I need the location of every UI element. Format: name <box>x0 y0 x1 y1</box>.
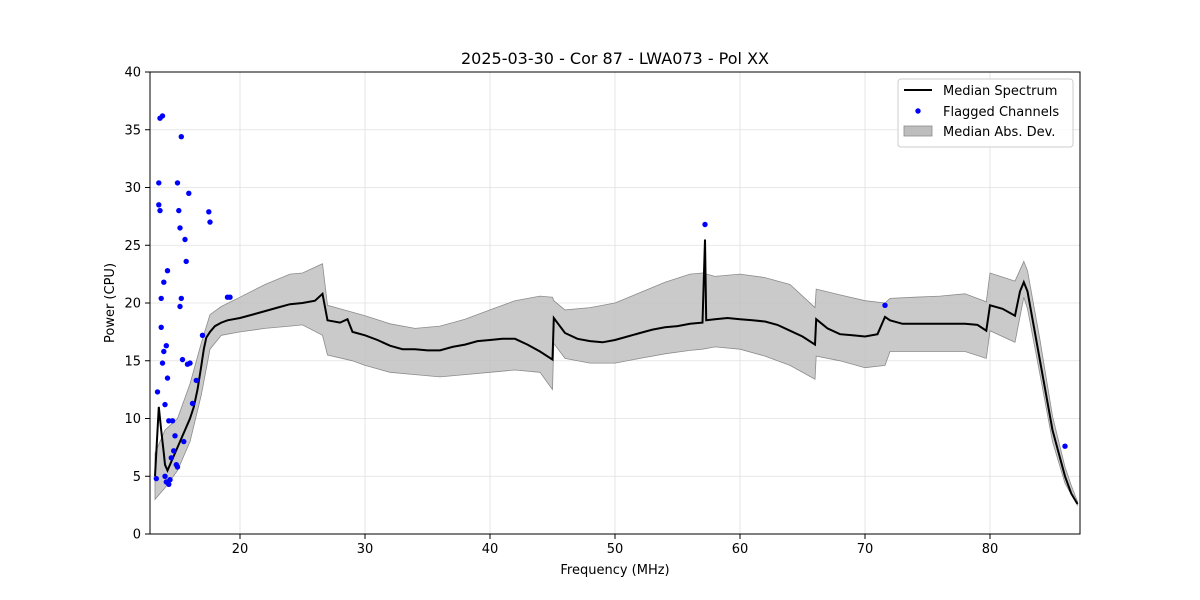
y-axis-label: Power (CPU) <box>103 263 118 343</box>
chart-title: 2025-03-30 - Cor 87 - LWA073 - Pol XX <box>461 49 769 68</box>
flagged-channel-point <box>162 473 168 479</box>
flagged-channel-point <box>172 433 178 439</box>
flagged-channel-point <box>227 294 233 300</box>
y-tick-label: 15 <box>124 354 141 369</box>
x-tick-label: 30 <box>357 542 374 557</box>
flagged-channel-point <box>179 356 186 363</box>
x-tick-label: 40 <box>482 542 499 557</box>
flagged-channel-point <box>174 464 181 470</box>
x-tick-label: 60 <box>732 542 749 557</box>
flagged-channel-point <box>1062 443 1068 449</box>
flagged-channel-point <box>183 258 189 265</box>
legend-flagged-swatch <box>915 108 921 114</box>
flagged-channel-point <box>193 377 199 384</box>
flagged-channel-point <box>169 418 176 424</box>
flagged-channel-point <box>702 221 708 228</box>
flagged-channel-point <box>156 202 162 208</box>
flagged-channel-point <box>178 295 184 302</box>
y-tick-label: 25 <box>124 239 141 254</box>
x-tick-label: 80 <box>982 542 999 557</box>
flagged-channel-point <box>168 455 174 461</box>
flagged-channel-point <box>171 448 177 454</box>
x-tick-label: 50 <box>607 542 624 557</box>
legend-box <box>897 78 1074 148</box>
y-tick-label: 10 <box>124 412 141 427</box>
legend-band-label: Median Abs. Dev. <box>943 125 1055 140</box>
flagged-channel-point <box>153 475 159 482</box>
flagged-channel-point <box>186 190 192 196</box>
flagged-channel-point <box>178 134 184 140</box>
flagged-channel-point <box>189 400 196 407</box>
y-tick-label: 0 <box>133 528 141 543</box>
flagged-channel-point <box>158 324 164 330</box>
flagged-channel-point <box>159 360 166 366</box>
flagged-channel-point <box>159 113 166 119</box>
flagged-channel-point <box>176 207 182 214</box>
y-tick-label: 5 <box>133 470 141 485</box>
flagged-channel-point <box>174 180 181 186</box>
flagged-channel-point <box>181 438 187 445</box>
flagged-channel-point <box>206 209 212 215</box>
y-tick-label: 40 <box>124 66 141 81</box>
legend-flagged-label: Flagged Channels <box>943 105 1059 120</box>
flagged-channel-point <box>187 360 193 366</box>
flagged-channels-points <box>153 113 1068 487</box>
flagged-channel-point <box>156 180 162 186</box>
x-tick-label: 20 <box>232 542 249 557</box>
y-tick-label: 35 <box>124 123 141 138</box>
flagged-channel-point <box>161 348 167 355</box>
flagged-channel-point <box>163 343 169 349</box>
flagged-channel-point <box>166 418 172 424</box>
flagged-channel-point <box>164 268 171 274</box>
flagged-channel-point <box>161 279 167 285</box>
flagged-channel-point <box>158 295 164 302</box>
flagged-channel-point <box>182 236 188 243</box>
flagged-channel-point <box>154 389 161 395</box>
flagged-channel-point <box>177 303 183 310</box>
flagged-channel-point <box>164 375 171 381</box>
legend-median-label: Median Spectrum <box>943 84 1057 99</box>
median-abs-dev-band <box>154 260 1078 507</box>
legend-band-swatch <box>903 125 933 137</box>
flagged-channel-point <box>207 219 213 225</box>
flagged-channel-point <box>177 225 183 231</box>
flagged-channel-point <box>166 481 172 487</box>
flagged-channel-point <box>162 401 168 408</box>
flagged-channel-point <box>882 302 888 308</box>
legend: Median Spectrum Flagged Channels Median … <box>897 78 1074 148</box>
x-tick-label: 70 <box>857 542 874 557</box>
median-spectrum-line <box>154 239 1079 505</box>
x-axis-label: Frequency (MHz) <box>560 563 669 578</box>
flagged-channel-point <box>199 332 206 338</box>
flagged-channel-point <box>167 477 173 483</box>
x-axis-ticks: 20 30 40 50 60 70 80 <box>232 534 999 557</box>
y-tick-label: 20 <box>124 297 141 312</box>
flagged-channel-point <box>157 207 163 214</box>
y-tick-label: 30 <box>124 181 141 196</box>
y-axis-ticks: 0 5 10 15 20 25 30 35 40 <box>124 66 150 543</box>
